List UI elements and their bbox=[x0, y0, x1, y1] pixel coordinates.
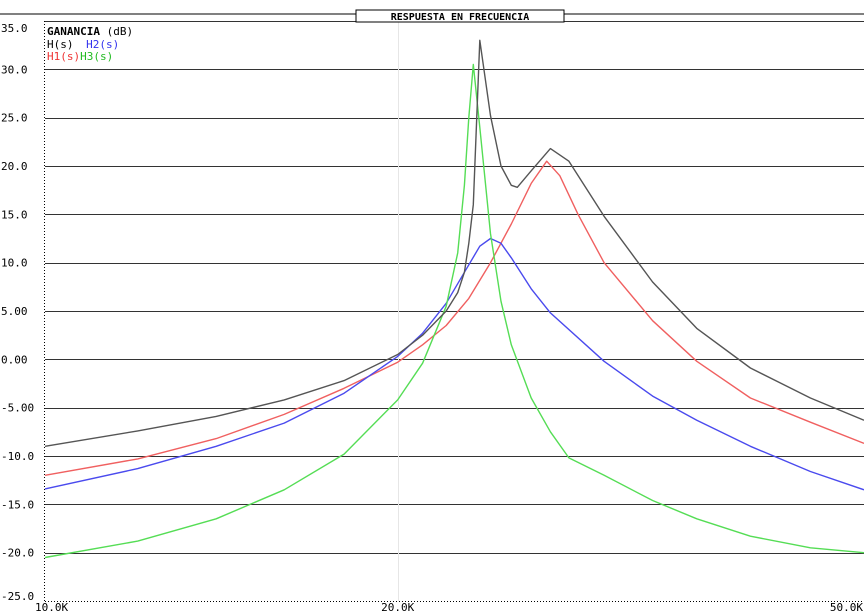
y-tick-label: 10.0 bbox=[1, 257, 28, 270]
y-axis-label-text: GANANCIA bbox=[47, 25, 100, 38]
series-line-h3s bbox=[44, 63, 864, 559]
legend-line-1: H(s) H2(s) bbox=[47, 38, 119, 51]
y-tick-label: 30.0 bbox=[1, 63, 28, 76]
y-tick-label: 20.0 bbox=[1, 160, 28, 173]
y-tick-label: -15.0 bbox=[1, 498, 34, 511]
legend-entry-h3: H3(s) bbox=[80, 50, 113, 63]
y-tick-label: -5.00 bbox=[1, 402, 34, 415]
chart-title: RESPUESTA EN FRECUENCIA bbox=[391, 12, 529, 23]
x-tick-label: 10.0K bbox=[35, 601, 68, 613]
y-tick-label: 5.00 bbox=[1, 305, 28, 318]
series-line-h2s bbox=[44, 237, 864, 491]
y-tick-labels: 35.0 30.0 25.0 20.0 15.0 10.0 5.00 0.00 -5.00 -10… bbox=[1, 22, 34, 603]
series-line-h1s bbox=[44, 160, 864, 476]
series-lines bbox=[44, 39, 864, 559]
legend-line-2: H1(s)H3(s) bbox=[47, 50, 113, 63]
y-tick-label: 25.0 bbox=[1, 112, 28, 125]
y-tick-label: -10.0 bbox=[1, 450, 34, 463]
legend: H(s) H2(s) H1(s)H3(s) bbox=[47, 38, 119, 63]
title-box bbox=[355, 9, 565, 23]
y-tick-label: 15.0 bbox=[1, 208, 28, 221]
legend-entry-h: H(s) bbox=[47, 38, 74, 51]
x-tick-labels: 10.0K 20.0K 50.0K bbox=[35, 601, 863, 613]
y-axis-label: GANANCIA (dB) bbox=[47, 25, 133, 38]
series-line-hs bbox=[44, 39, 864, 447]
gridlines bbox=[45, 21, 864, 601]
y-tick-label: -25.0 bbox=[1, 590, 34, 603]
legend-entry-h2: H2(s) bbox=[86, 38, 119, 51]
legend-entry-h1: H1(s) bbox=[47, 50, 80, 63]
x-tick-label: 50.0K bbox=[830, 601, 863, 613]
x-tick-label: 20.0K bbox=[381, 601, 414, 613]
y-tick-label: 0.00 bbox=[1, 353, 28, 366]
chart-frame bbox=[0, 13, 864, 602]
y-tick-label: 35.0 bbox=[1, 22, 28, 35]
y-axis-label-unit: (dB) bbox=[107, 25, 134, 38]
y-tick-label: -20.0 bbox=[1, 547, 34, 560]
